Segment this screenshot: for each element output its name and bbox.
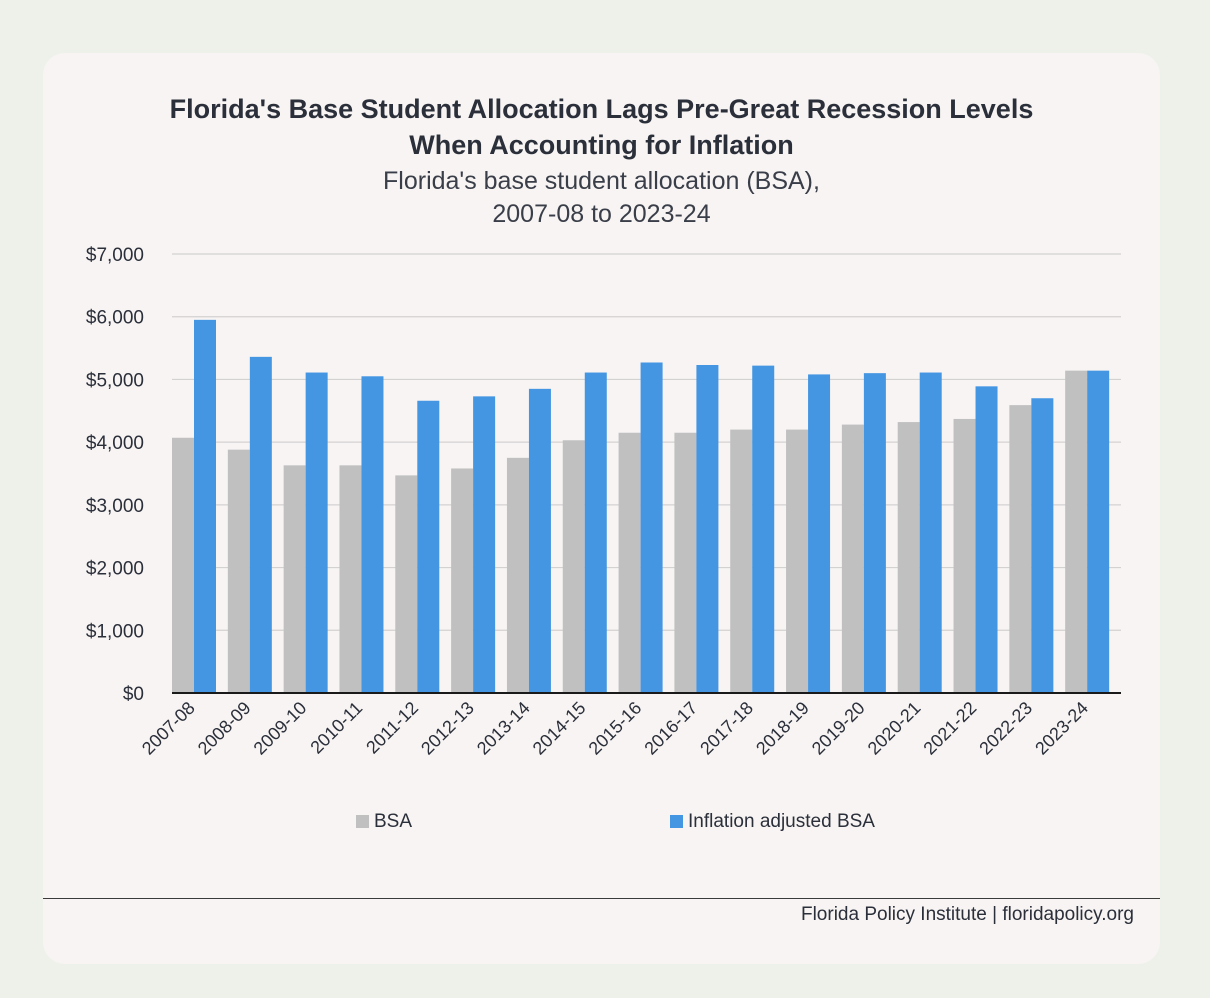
- inflation-adjusted-bar: [808, 374, 831, 693]
- x-tick-label: 2013-14: [473, 698, 534, 759]
- footer-divider: [43, 898, 1160, 899]
- bsa-bar: [339, 465, 362, 693]
- inflation-adjusted-bar: [863, 373, 886, 693]
- chart-subtitle-line-1: Florida's base student allocation (BSA),: [383, 167, 820, 195]
- bsa-bar: [227, 449, 250, 693]
- y-tick-label: $2,000: [86, 559, 144, 580]
- x-tick-label: 2019-20: [808, 698, 869, 759]
- chart-title-line-1: Florida's Base Student Allocation Lags P…: [169, 94, 1034, 124]
- bsa-bar: [897, 422, 920, 693]
- y-tick-label: $1,000: [86, 621, 144, 642]
- bsa-bar: [953, 418, 976, 693]
- x-tick-label: 2008-09: [194, 698, 255, 759]
- chart-subtitle-line-2: 2007-08 to 2023-24: [492, 200, 711, 228]
- x-tick-label: 2016-17: [640, 698, 701, 759]
- bsa-bar: [1009, 405, 1032, 693]
- legend-swatch: [356, 815, 369, 828]
- inflation-adjusted-bar: [417, 400, 440, 693]
- bsa-bar: [1065, 370, 1088, 693]
- y-tick-label: $0: [123, 684, 144, 705]
- inflation-adjusted-bar: [584, 372, 607, 693]
- x-tick-label: 2014-15: [529, 698, 590, 759]
- chart-card: Florida's Base Student Allocation Lags P…: [43, 53, 1160, 964]
- source-credit: Florida Policy Institute | floridapolicy…: [800, 904, 1134, 925]
- bsa-bar: [618, 432, 641, 693]
- bsa-bar: [730, 429, 753, 693]
- x-tick-label: 2012-13: [417, 698, 478, 759]
- bsa-bar: [506, 457, 529, 693]
- legend-swatch: [670, 815, 683, 828]
- inflation-adjusted-bar: [696, 365, 719, 693]
- x-tick-label: 2022-23: [975, 698, 1036, 759]
- chart-title: Florida's Base Student Allocation Lags P…: [43, 91, 1160, 163]
- x-tick-label: 2015-16: [585, 698, 646, 759]
- inflation-adjusted-bar: [305, 372, 328, 693]
- y-tick-label: $6,000: [86, 308, 144, 329]
- x-tick-label: 2018-19: [752, 698, 813, 759]
- bsa-bar: [172, 437, 194, 693]
- x-tick-label: 2010-11: [306, 698, 366, 758]
- inflation-adjusted-bar: [194, 319, 216, 693]
- bsa-bar: [562, 440, 585, 693]
- inflation-adjusted-bar: [1031, 398, 1054, 693]
- legend-label: Inflation adjusted BSA: [688, 811, 875, 832]
- inflation-adjusted-bar: [919, 372, 942, 693]
- y-tick-label: $4,000: [86, 433, 144, 454]
- y-tick-label: $7,000: [86, 245, 144, 266]
- bsa-bar: [283, 465, 306, 693]
- bsa-bar: [451, 468, 474, 693]
- chart-subtitle: Florida's base student allocation (BSA),…: [43, 165, 1160, 231]
- inflation-adjusted-bar: [752, 365, 775, 693]
- inflation-adjusted-bar: [473, 396, 496, 693]
- x-tick-label: 2017-18: [696, 698, 757, 759]
- x-tick-label: 2007-08: [138, 698, 199, 759]
- bsa-bar: [395, 475, 418, 693]
- y-tick-label: $3,000: [86, 496, 144, 517]
- bsa-bar: [841, 424, 864, 693]
- inflation-adjusted-bar: [975, 386, 998, 693]
- bsa-bar: [674, 432, 697, 693]
- inflation-adjusted-bar: [528, 388, 551, 693]
- inflation-adjusted-bar: [1087, 370, 1110, 693]
- x-tick-label: 2020-21: [864, 698, 925, 759]
- chart-title-line-2: When Accounting for Inflation: [409, 130, 794, 160]
- x-tick-label: 2021-22: [920, 698, 981, 759]
- x-tick-label: 2011-12: [362, 698, 422, 758]
- y-tick-label: $5,000: [86, 370, 144, 391]
- bsa-bar: [786, 429, 809, 693]
- legend-label: BSA: [374, 811, 412, 832]
- bar-chart: $0 $1,000 $2,000 $3,000 $4,000 $5,000 $6,000 $7…: [86, 245, 1121, 832]
- x-tick-label: 2023-24: [1031, 698, 1092, 759]
- inflation-adjusted-bar: [640, 362, 663, 693]
- inflation-adjusted-bar: [249, 356, 272, 693]
- x-tick-label: 2009-10: [250, 698, 311, 759]
- inflation-adjusted-bar: [361, 376, 384, 693]
